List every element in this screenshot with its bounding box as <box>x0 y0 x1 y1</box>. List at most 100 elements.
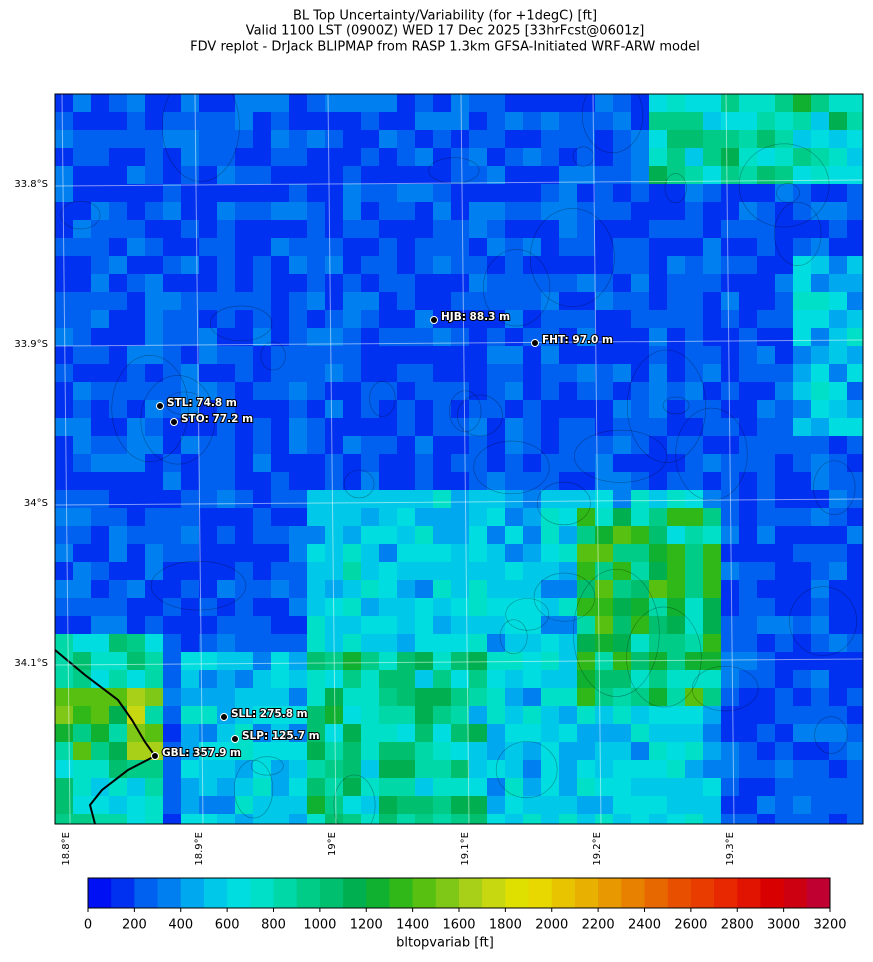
map-cell <box>829 418 848 437</box>
map-cell <box>343 148 362 167</box>
map-cell <box>631 634 650 653</box>
map-cell <box>667 688 686 707</box>
map-cell <box>847 130 863 149</box>
map-cell <box>55 364 74 383</box>
map-cell <box>289 580 308 599</box>
map-cell <box>631 544 650 563</box>
map-cell <box>73 328 92 347</box>
contour <box>165 391 204 415</box>
map-cell <box>271 382 290 401</box>
map-cell <box>469 202 488 221</box>
map-cell <box>739 310 758 329</box>
map-cell <box>91 616 110 635</box>
map-cell <box>397 580 416 599</box>
map-cell <box>649 652 668 671</box>
map-cell <box>811 328 830 347</box>
map-cell <box>721 760 740 779</box>
map-cell <box>541 724 560 743</box>
map-cell <box>307 364 326 383</box>
map-cell <box>487 688 506 707</box>
map-cell <box>523 184 542 203</box>
map-cell <box>811 634 830 653</box>
map-cell <box>577 616 596 635</box>
map-cell <box>577 526 596 545</box>
map-cell <box>127 562 146 581</box>
map-cell <box>685 724 704 743</box>
map-cell <box>793 670 812 689</box>
map-cell <box>829 454 848 473</box>
map-cell <box>217 364 236 383</box>
map-cell <box>109 652 128 671</box>
contour <box>774 202 822 266</box>
map-cell <box>577 634 596 653</box>
map-cell <box>757 364 776 383</box>
map-cell <box>523 778 542 797</box>
colorbar-tick-label: 3000 <box>767 918 800 933</box>
map-cell <box>775 580 794 599</box>
colorbar-segment <box>366 878 390 908</box>
contour <box>789 586 858 656</box>
map-cell <box>109 580 128 599</box>
map-cell <box>829 544 848 563</box>
map-cell <box>523 796 542 815</box>
map-cell <box>541 670 560 689</box>
map-cell <box>505 814 524 824</box>
map-cell <box>703 202 722 221</box>
map-cell <box>217 436 236 455</box>
map-cell <box>217 652 236 671</box>
map-cell <box>541 778 560 797</box>
map-cell <box>253 670 272 689</box>
map-cell <box>361 616 380 635</box>
map-cell <box>631 202 650 221</box>
map-cell <box>271 742 290 761</box>
map-cell <box>811 274 830 293</box>
map-cell <box>433 598 452 617</box>
map-cell <box>595 562 614 581</box>
map-cell <box>469 94 488 113</box>
map-cell <box>829 112 848 131</box>
map-cell <box>739 346 758 365</box>
map-cell <box>811 94 830 113</box>
colorbar-segment <box>690 878 715 908</box>
map-cell <box>163 202 182 221</box>
map-cell <box>721 580 740 599</box>
map-cell <box>613 256 632 275</box>
map-cell <box>487 418 506 437</box>
map-cell <box>793 418 812 437</box>
map-cell <box>73 706 92 725</box>
map-cell <box>181 112 200 131</box>
map-cell <box>793 238 812 257</box>
map-cell <box>127 112 146 131</box>
map-cell <box>91 220 110 239</box>
map-cell <box>685 328 704 347</box>
map-cell <box>757 130 776 149</box>
contour <box>529 208 615 308</box>
map-cell <box>217 148 236 167</box>
colorbar-tick-label: 400 <box>168 918 193 933</box>
map-cell <box>775 364 794 383</box>
map-cell <box>271 580 290 599</box>
contour <box>662 396 690 415</box>
map-cell <box>163 472 182 491</box>
map-cell <box>73 796 92 815</box>
map-cell <box>577 148 596 167</box>
map-cell <box>739 526 758 545</box>
map-cell <box>325 382 344 401</box>
map-cell <box>847 778 863 797</box>
map-cell <box>721 364 740 383</box>
map-cell <box>685 598 704 617</box>
colorbar-segment <box>737 878 761 908</box>
map-cell <box>397 436 416 455</box>
map-cell <box>163 184 182 203</box>
map-cell <box>235 130 254 149</box>
map-cell <box>685 112 704 131</box>
map-cell <box>487 508 506 527</box>
map-cell <box>505 292 524 311</box>
map-cell <box>145 184 164 203</box>
map-cell <box>397 634 416 653</box>
map-cell <box>631 436 650 455</box>
map-cell <box>577 814 596 824</box>
map-cell <box>523 814 542 824</box>
contour <box>813 460 856 515</box>
colorbar-segment <box>667 878 692 908</box>
